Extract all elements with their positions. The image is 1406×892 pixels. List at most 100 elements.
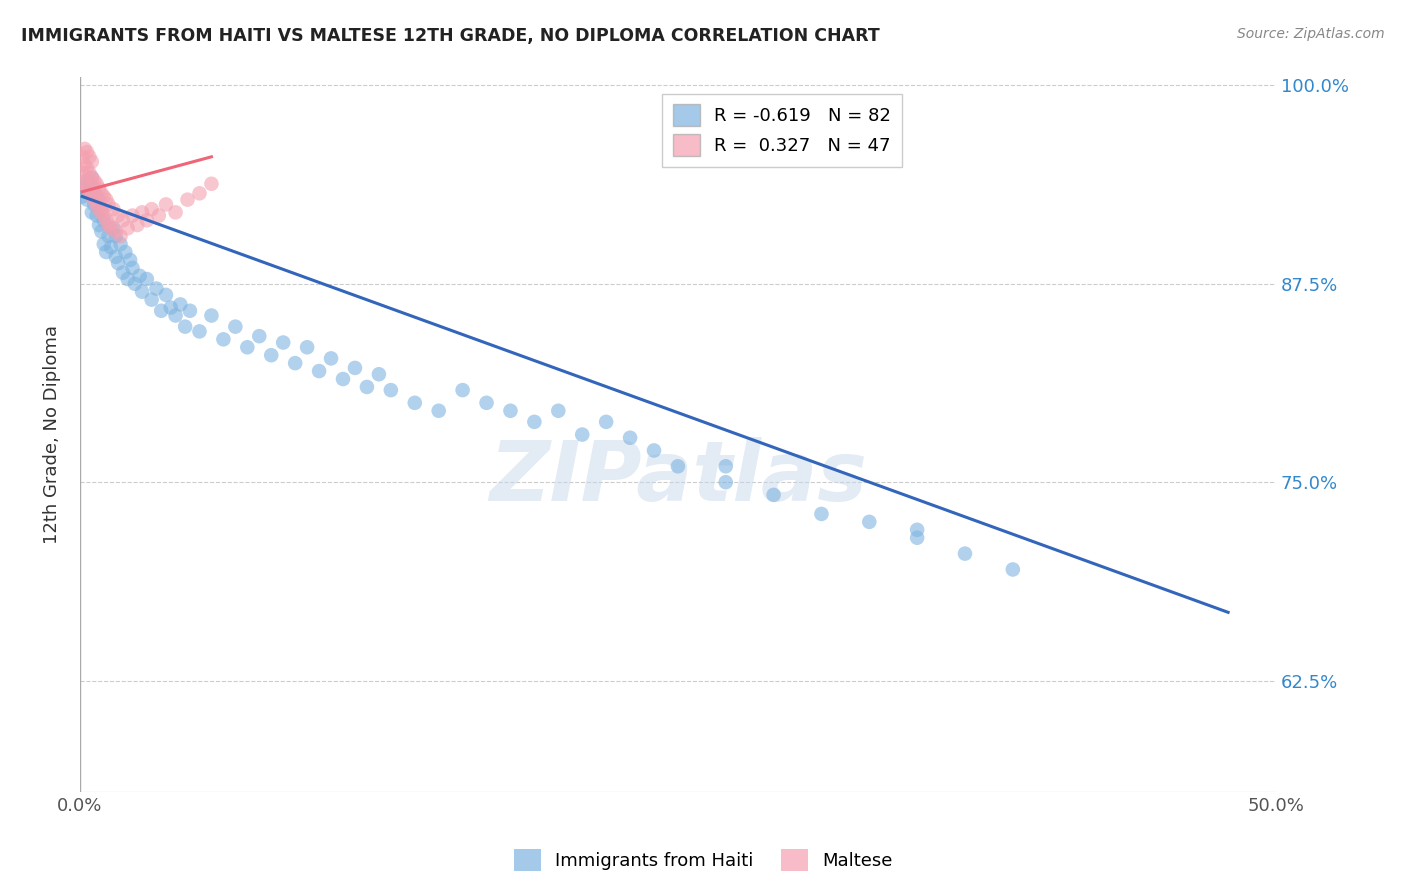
- Point: [110, 229, 132, 244]
- Point: [810, 507, 832, 521]
- Point: [319, 351, 342, 366]
- Point: [284, 356, 307, 370]
- Point: [76, 161, 98, 175]
- Point: [547, 403, 569, 417]
- Point: [93, 209, 115, 223]
- Point: [1001, 562, 1024, 576]
- Point: [96, 193, 118, 207]
- Point: [86, 197, 108, 211]
- Point: [571, 427, 593, 442]
- Point: [76, 173, 98, 187]
- Point: [83, 181, 105, 195]
- Text: Source: ZipAtlas.com: Source: ZipAtlas.com: [1237, 27, 1385, 41]
- Point: [111, 213, 134, 227]
- Point: [145, 281, 167, 295]
- Point: [141, 202, 163, 217]
- Point: [87, 181, 110, 195]
- Point: [905, 531, 928, 545]
- Point: [260, 348, 283, 362]
- Point: [295, 340, 318, 354]
- Point: [80, 205, 103, 219]
- Point: [72, 177, 94, 191]
- Point: [100, 221, 122, 235]
- Point: [80, 189, 103, 203]
- Y-axis label: 12th Grade, No Diploma: 12th Grade, No Diploma: [44, 325, 60, 544]
- Point: [762, 488, 785, 502]
- Text: IMMIGRANTS FROM HAITI VS MALTESE 12TH GRADE, NO DIPLOMA CORRELATION CHART: IMMIGRANTS FROM HAITI VS MALTESE 12TH GR…: [21, 27, 880, 45]
- Point: [380, 383, 402, 397]
- Point: [176, 193, 198, 207]
- Point: [72, 166, 94, 180]
- Point: [953, 547, 976, 561]
- Point: [131, 205, 153, 219]
- Point: [90, 202, 112, 217]
- Point: [73, 173, 96, 187]
- Point: [121, 260, 143, 275]
- Point: [475, 396, 498, 410]
- Point: [90, 224, 112, 238]
- Point: [97, 197, 120, 211]
- Point: [155, 288, 177, 302]
- Point: [83, 193, 105, 207]
- Point: [427, 403, 450, 417]
- Point: [93, 237, 115, 252]
- Point: [103, 202, 125, 217]
- Point: [111, 266, 134, 280]
- Point: [83, 197, 105, 211]
- Point: [165, 205, 187, 219]
- Point: [104, 250, 127, 264]
- Point: [97, 218, 120, 232]
- Point: [523, 415, 546, 429]
- Point: [90, 205, 112, 219]
- Point: [80, 154, 103, 169]
- Point: [247, 329, 270, 343]
- Point: [169, 297, 191, 311]
- Point: [93, 189, 115, 203]
- Point: [155, 197, 177, 211]
- Point: [87, 218, 110, 232]
- Point: [159, 301, 181, 315]
- Point: [107, 209, 129, 223]
- Point: [104, 224, 127, 238]
- Point: [271, 335, 294, 350]
- Point: [135, 213, 157, 227]
- Point: [127, 218, 149, 232]
- Point: [79, 166, 101, 180]
- Point: [135, 272, 157, 286]
- Point: [343, 360, 366, 375]
- Point: [73, 158, 96, 172]
- Point: [174, 319, 197, 334]
- Point: [79, 177, 101, 191]
- Point: [80, 170, 103, 185]
- Point: [72, 189, 94, 203]
- Point: [188, 325, 211, 339]
- Point: [86, 189, 108, 203]
- Point: [451, 383, 474, 397]
- Point: [148, 209, 170, 223]
- Legend: R = -0.619   N = 82, R =  0.327   N = 47: R = -0.619 N = 82, R = 0.327 N = 47: [662, 94, 903, 167]
- Point: [93, 213, 115, 227]
- Point: [367, 368, 389, 382]
- Point: [110, 237, 132, 252]
- Point: [714, 459, 737, 474]
- Point: [356, 380, 378, 394]
- Point: [104, 229, 127, 244]
- Point: [128, 268, 150, 283]
- Point: [236, 340, 259, 354]
- Point: [643, 443, 665, 458]
- Legend: Immigrants from Haiti, Maltese: Immigrants from Haiti, Maltese: [506, 842, 900, 879]
- Point: [96, 245, 118, 260]
- Point: [76, 181, 98, 195]
- Point: [858, 515, 880, 529]
- Point: [224, 319, 246, 334]
- Point: [212, 332, 235, 346]
- Point: [107, 256, 129, 270]
- Point: [76, 145, 98, 159]
- Point: [165, 309, 187, 323]
- Point: [96, 213, 118, 227]
- Point: [73, 181, 96, 195]
- Point: [179, 303, 201, 318]
- Point: [73, 142, 96, 156]
- Point: [86, 177, 108, 191]
- Point: [619, 431, 641, 445]
